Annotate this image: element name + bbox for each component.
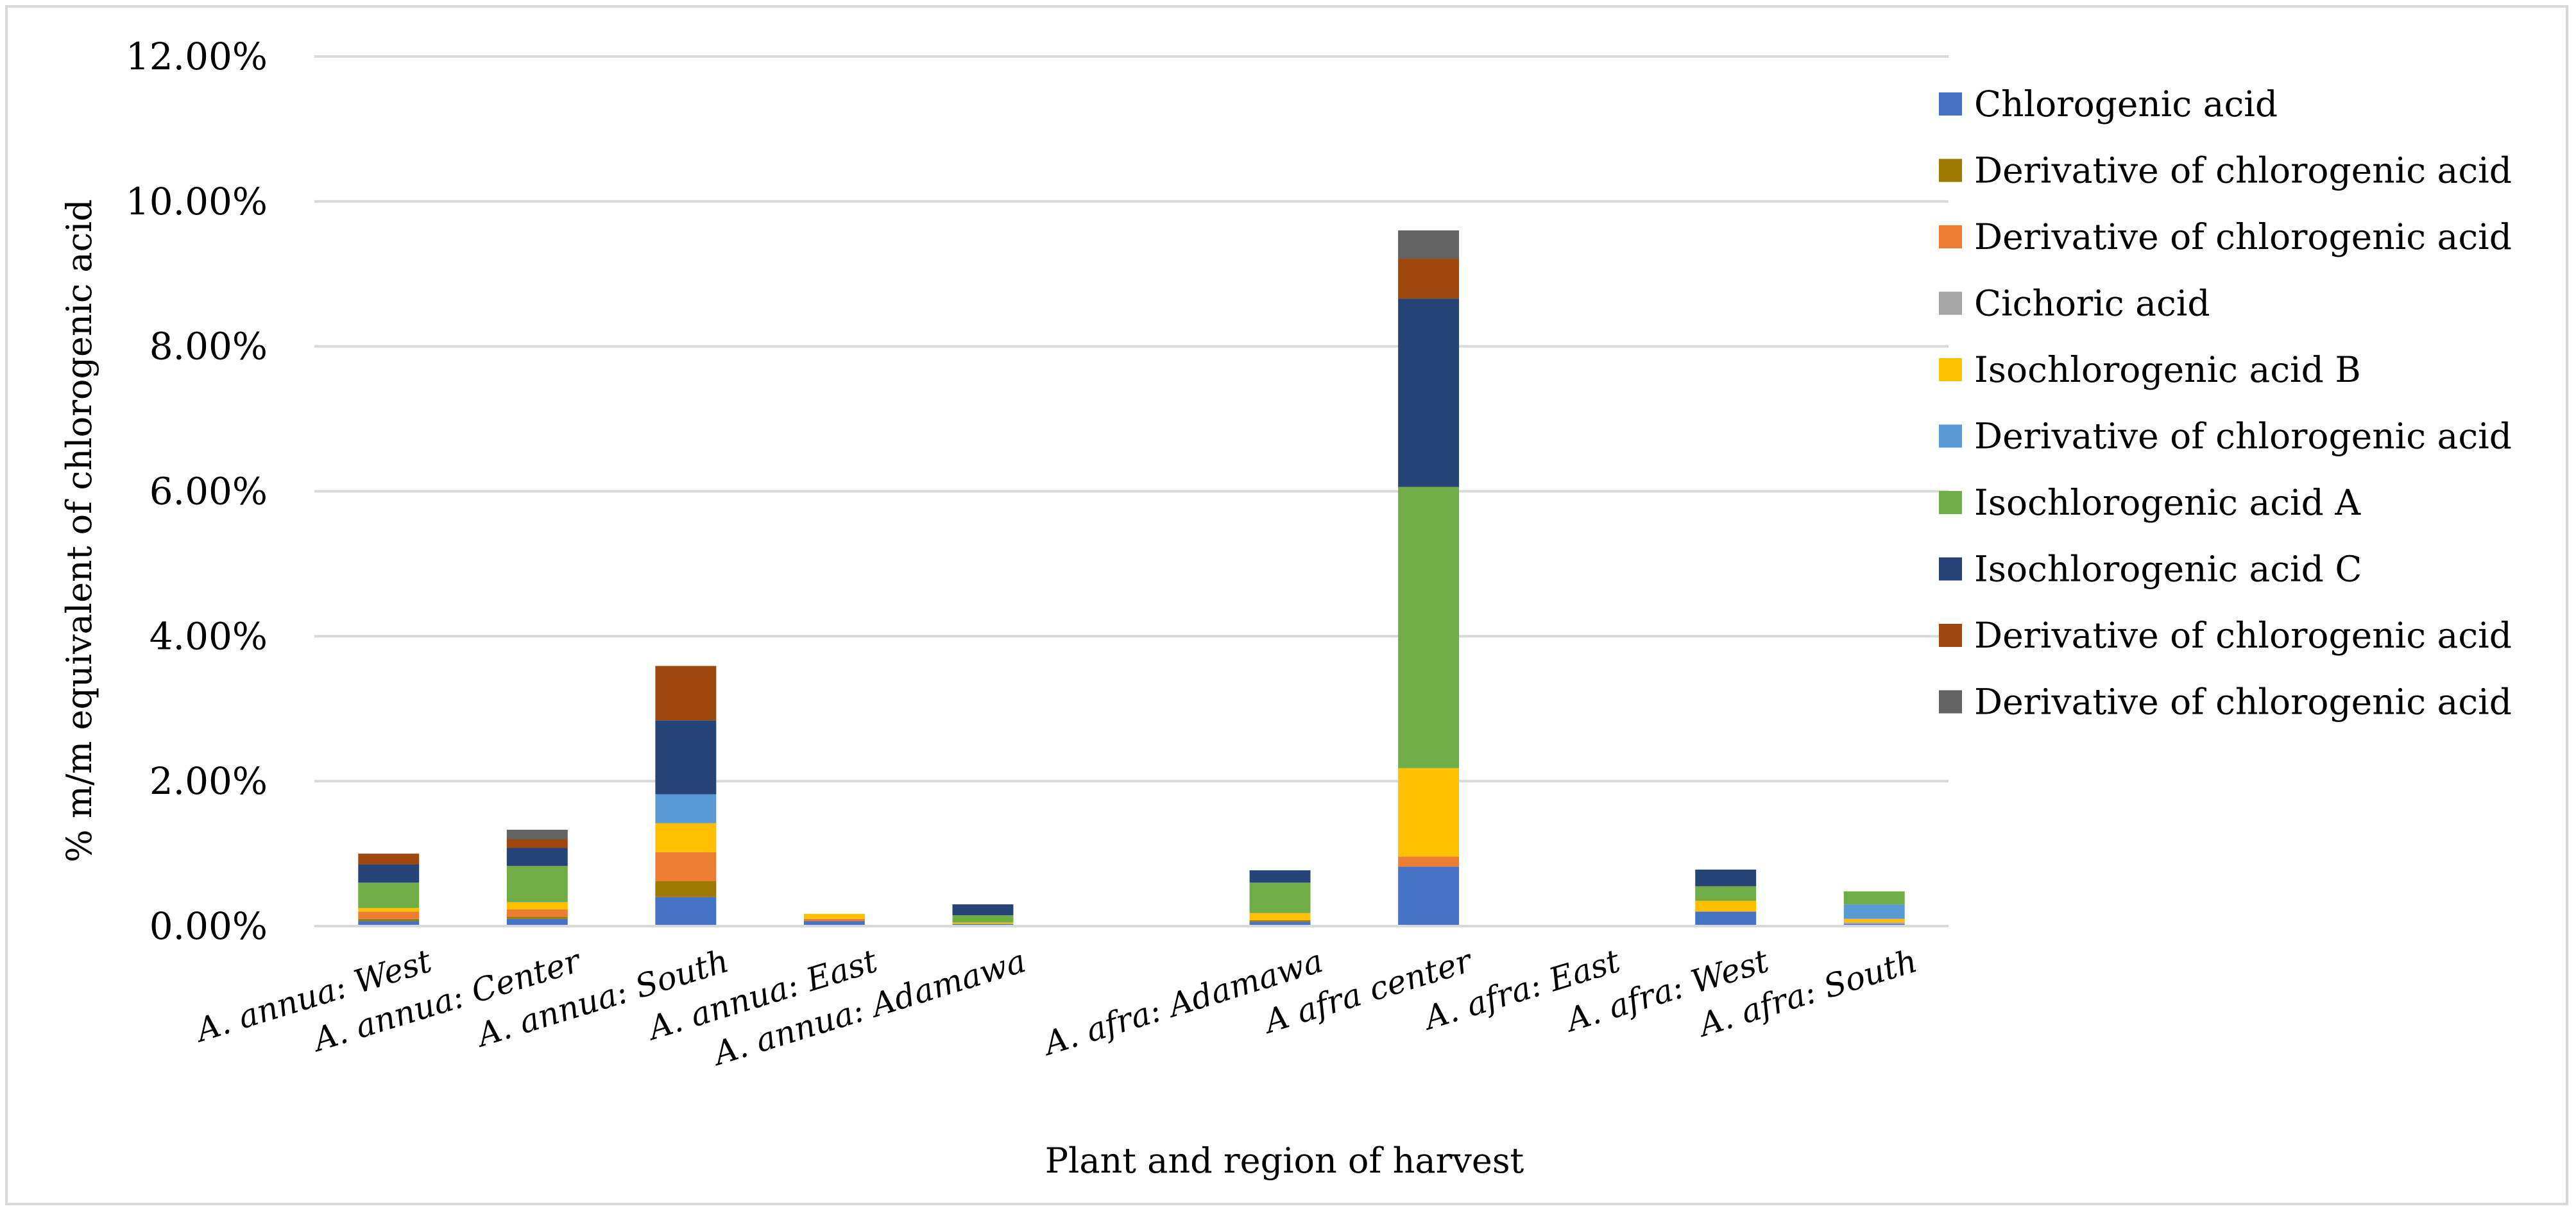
bar-segment [803,913,865,919]
legend-item: Derivative of chlorogenic acid [1939,216,2512,257]
y-tick-label: 4.00% [149,614,268,658]
bar-segment [803,918,865,922]
bar-segment [506,918,568,926]
legend-label: Derivative of chlorogenic acid [1974,416,2512,457]
bar-segment [1398,298,1460,487]
legend-swatch [1939,159,1962,182]
gridlines [314,55,1949,783]
legend-label: Derivative of chlorogenic acid [1974,615,2512,656]
legend-label: Isochlorogenic acid C [1974,549,2362,590]
bar-segment [506,916,568,919]
legend-label: Chlorogenic acid [1974,83,2278,125]
x-axis-title: Plant and region of harvest [1045,1140,1524,1181]
bar-segment [506,902,568,910]
bar-segment [358,918,420,922]
bar-segment [1695,869,1757,886]
bar-segment [655,794,717,823]
bar-segment [1695,886,1757,901]
legend-item: Isochlorogenic acid A [1939,482,2361,523]
legend-item: Chlorogenic acid [1939,83,2278,125]
bar-segment [506,909,568,917]
bar-segment [506,839,568,848]
legend-item: Derivative of chlorogenic acid [1939,682,2512,723]
legend-swatch [1939,557,1962,581]
bar-segment [1398,856,1460,867]
bar-segment [952,915,1014,923]
y-tick-label: 12.00% [126,35,268,78]
bar-segment [1249,922,1311,926]
bar-segment [358,865,420,883]
legend-label: Isochlorogenic acid A [1974,482,2361,523]
bar-segment [1249,920,1311,922]
y-tick-label: 8.00% [149,325,268,368]
y-tick-label: 2.00% [149,759,268,803]
legend-label: Derivative of chlorogenic acid [1974,682,2512,723]
bar-segment [655,666,717,721]
bar-segment [655,897,717,926]
legend-item: Derivative of chlorogenic acid [1939,416,2512,457]
bar-segment [506,848,568,866]
bar-segment [1843,918,1905,923]
legend-swatch [1939,624,1962,647]
bar-segment [1398,230,1460,259]
bar-segment [803,921,865,926]
bar-segment [952,904,1014,916]
y-tick-labels: 0.00% 2.00% 4.00% 6.00% 8.00% 10.00% 12.00% [126,35,268,948]
bar-segment [358,911,420,919]
bar-segment [1843,904,1905,919]
legend-label: Derivative of chlorogenic acid [1974,150,2512,191]
y-axis-title: % m/m equivalent of chlorogenic acid [59,199,99,862]
bar-segment [1398,486,1460,768]
bar-segment [655,852,717,881]
bar-segment [358,921,420,926]
legend-label: Derivative of chlorogenic acid [1974,216,2512,257]
bar-segment [358,854,420,865]
bar-segment [358,882,420,908]
y-tick-label: 0.00% [149,904,268,948]
bar-segment [1398,259,1460,299]
bar-segment [1843,922,1905,924]
bar-segment [1398,866,1460,926]
y-tick-label: 6.00% [149,470,268,513]
y-tick-label: 10.00% [126,180,268,223]
bar-segment [1249,882,1311,913]
bar-segment [655,720,717,795]
bar-segment [952,922,1014,924]
legend-label: Cichoric acid [1974,283,2210,324]
legend-item: Cichoric acid [1939,283,2210,324]
bar-segment [506,829,568,839]
legend-label: Isochlorogenic acid B [1974,349,2361,390]
legend-item: Derivative of chlorogenic acid [1939,150,2512,191]
chart-container: 0.00% 2.00% 4.00% 6.00% 8.00% 10.00% 12.00% A.… [5,5,2568,1205]
bar-segment [1695,900,1757,912]
bar-segment [655,881,717,897]
legend: Chlorogenic acid Derivative of chlorogeni… [1939,83,2512,723]
legend-swatch [1939,424,1962,448]
legend-swatch [1939,358,1962,381]
bar-segment [506,866,568,902]
legend-swatch [1939,225,1962,248]
stacked-bar-chart: 0.00% 2.00% 4.00% 6.00% 8.00% 10.00% 12.00% A.… [59,35,2512,1181]
legend-swatch [1939,92,1962,116]
bar-segment [1249,913,1311,920]
bar-segment [1695,911,1757,926]
legend-item: Derivative of chlorogenic acid [1939,615,2512,656]
bar-segment [655,823,717,852]
legend-swatch [1939,491,1962,514]
bar-segment [1398,768,1460,857]
bar-segment [1249,870,1311,883]
legend-item: Isochlorogenic acid B [1939,349,2361,390]
legend-swatch [1939,690,1962,714]
bars [358,230,1905,926]
bar-segment [358,908,420,912]
legend-swatch [1939,291,1962,315]
bar-segment [1843,891,1905,905]
legend-item: Isochlorogenic acid C [1939,549,2362,590]
